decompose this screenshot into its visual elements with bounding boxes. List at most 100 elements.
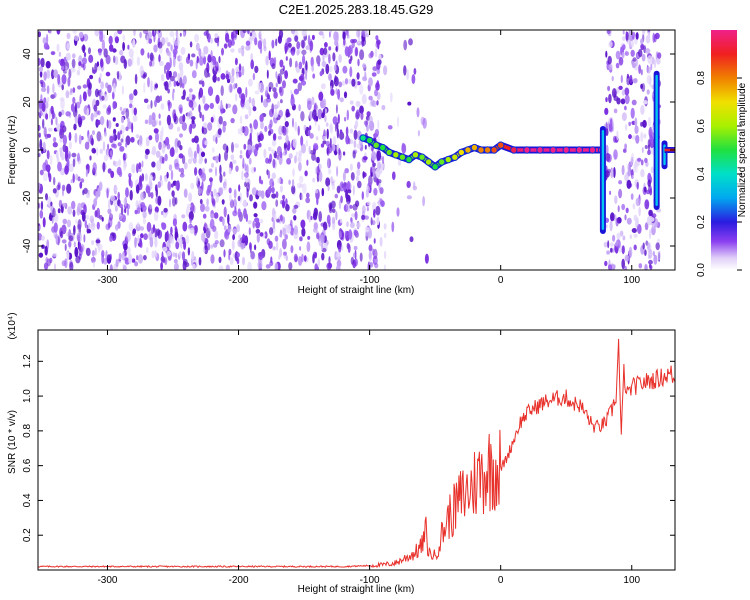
noise-dot — [124, 257, 129, 262]
noise-dot — [277, 35, 282, 44]
noise-dot — [609, 220, 613, 232]
noise-dot — [93, 198, 98, 207]
noise-dot — [292, 78, 298, 84]
noise-dot — [131, 122, 134, 133]
noise-dot — [72, 96, 76, 104]
noise-dot — [169, 236, 175, 245]
noise-dot — [76, 69, 81, 76]
signal-track-point — [536, 146, 544, 154]
noise-dot — [322, 140, 327, 145]
noise-dot — [254, 217, 260, 223]
noise-dot — [226, 78, 231, 84]
noise-dot — [630, 49, 635, 57]
noise-dot — [232, 30, 238, 39]
noise-dot — [640, 169, 645, 178]
noise-dot — [174, 225, 178, 232]
noise-dot — [65, 65, 68, 73]
noise-dot — [275, 199, 279, 207]
noise-dot — [342, 31, 346, 41]
noise-dot — [60, 152, 65, 161]
noise-dot — [647, 116, 652, 128]
noise-dot — [240, 93, 246, 104]
noise-dot — [606, 30, 611, 35]
noise-dot — [47, 127, 53, 132]
noise-dot — [649, 129, 652, 141]
noise-dot — [368, 52, 374, 59]
noise-dot — [633, 214, 638, 222]
noise-dot — [61, 239, 67, 244]
noise-dot — [172, 91, 175, 101]
noise-dot — [366, 201, 371, 206]
noise-dot — [68, 241, 72, 248]
noise-dot — [53, 176, 56, 186]
noise-dot — [350, 256, 355, 265]
noise-dot — [323, 47, 328, 55]
signal-track-point — [405, 155, 413, 164]
noise-dot — [322, 221, 328, 231]
noise-dot — [183, 240, 187, 250]
noise-dot — [352, 38, 358, 43]
noise-dot — [266, 238, 271, 246]
noise-dot — [39, 70, 43, 78]
noise-dot — [374, 262, 379, 269]
noise-dot — [188, 100, 194, 108]
noise-dot — [337, 113, 340, 124]
noise-dot — [279, 68, 285, 75]
noise-dot — [235, 93, 238, 102]
noise-dot — [235, 165, 239, 172]
noise-dot — [110, 170, 115, 179]
noise-dot — [179, 55, 183, 61]
noise-dot — [610, 212, 615, 222]
noise-dot — [373, 238, 376, 244]
noise-dot — [107, 208, 112, 215]
noise-dot — [275, 241, 279, 251]
noise-dot — [271, 186, 275, 194]
noise-dot — [102, 104, 107, 109]
noise-dot — [166, 171, 169, 179]
noise-dot — [229, 257, 234, 266]
noise-dot — [340, 218, 343, 224]
noise-dot — [173, 80, 177, 87]
noise-dot — [265, 264, 271, 269]
noise-dot — [362, 156, 368, 161]
noise-dot — [64, 165, 69, 175]
noise-dot — [86, 193, 90, 198]
noise-dot — [223, 43, 228, 49]
noise-dot — [201, 114, 205, 122]
noise-dot — [207, 122, 213, 131]
noise-dot — [621, 245, 625, 255]
noise-dot — [622, 44, 626, 51]
noise-dot — [51, 216, 55, 224]
noise-dot — [176, 36, 180, 47]
noise-dot — [232, 234, 236, 241]
noise-dot — [253, 119, 258, 130]
noise-dot — [622, 36, 626, 41]
noise-dot — [192, 157, 197, 164]
noise-dot — [353, 245, 358, 251]
noise-dot — [356, 222, 361, 229]
noise-dot — [97, 65, 101, 71]
noise-dot — [267, 170, 271, 180]
noise-dot — [264, 231, 268, 239]
noise-dot — [222, 143, 228, 151]
noise-dot — [312, 177, 316, 183]
noise-dot — [321, 61, 327, 68]
noise-dot — [309, 111, 312, 119]
noise-dot — [352, 150, 356, 159]
noise-dot — [136, 255, 139, 261]
noise-dot — [198, 91, 201, 100]
noise-dot — [381, 162, 384, 170]
noise-dot — [233, 188, 237, 199]
noise-dot — [74, 115, 78, 125]
noise-dot — [354, 249, 357, 260]
noise-dot — [247, 220, 252, 225]
noise-dot — [321, 252, 325, 261]
noise-dot — [642, 30, 646, 35]
noise-dot — [345, 30, 349, 36]
noise-dot — [649, 188, 653, 196]
noise-dot — [243, 172, 249, 178]
noise-dot — [317, 124, 321, 132]
noise-dot — [355, 100, 361, 107]
noise-dot — [125, 231, 131, 243]
signal-track-point — [431, 163, 439, 171]
